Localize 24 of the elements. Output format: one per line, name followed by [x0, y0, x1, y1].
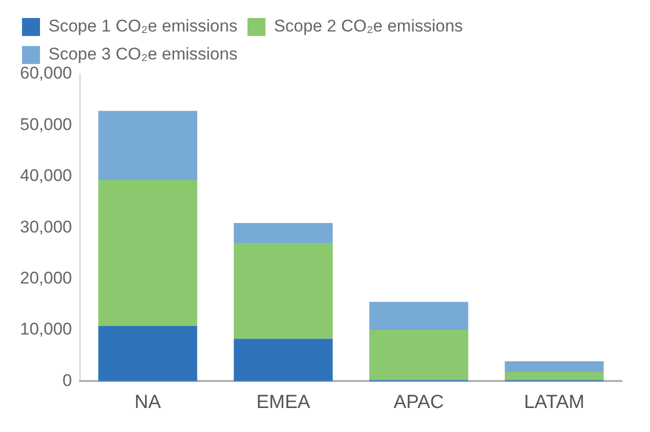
y-tick-label: 60,000 [20, 64, 72, 83]
legend-label: Scope 1 CO₂e emissions [48, 16, 238, 36]
x-tick-label: NA [134, 392, 162, 413]
legend-label: Scope 3 CO₂e emissions [48, 44, 238, 64]
bar [98, 326, 198, 382]
x-tick-label: LATAM [524, 392, 585, 413]
bar [504, 372, 604, 380]
y-tick-label: 10,000 [20, 320, 72, 339]
bar [369, 302, 468, 330]
y-tick-label: 50,000 [20, 114, 72, 134]
x-tick-label: APAC [394, 392, 444, 413]
bar [234, 222, 333, 243]
y-tick-label: 20,000 [20, 268, 72, 288]
legend-label: Scope 2 CO₂e emissions [274, 16, 463, 36]
y-tick-label: 40,000 [20, 166, 72, 186]
x-tick-label: EMEA [256, 392, 310, 413]
y-tick-label: 0 [62, 370, 72, 390]
y-tick-label: 30,000 [20, 217, 72, 236]
bar [369, 330, 468, 380]
bar [234, 338, 333, 382]
bar [234, 242, 333, 339]
bar [98, 180, 198, 326]
bar [98, 110, 198, 180]
bar [504, 361, 604, 372]
